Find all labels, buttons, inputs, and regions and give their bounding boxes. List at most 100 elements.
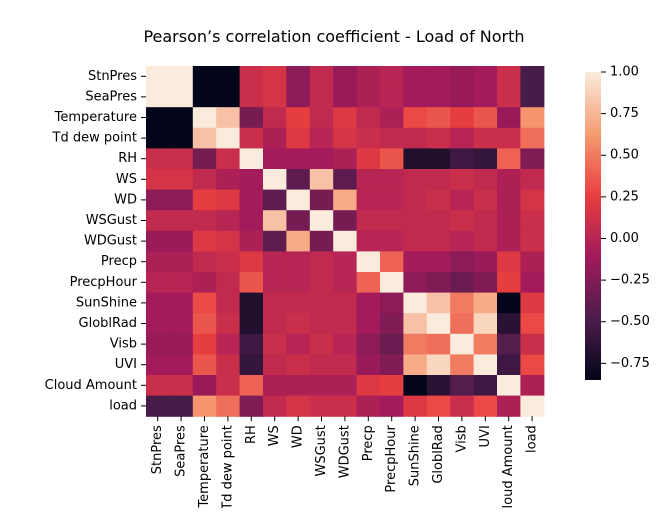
heatmap-cell: [239, 395, 264, 417]
heatmap-cell: [286, 107, 311, 129]
x-tick-label: StnPres: [150, 425, 165, 474]
heatmap-cell: [520, 127, 545, 149]
heatmap-cell: [169, 189, 194, 211]
heatmap-cell: [286, 272, 311, 294]
heatmap-cell: [473, 127, 498, 149]
heatmap-cell: [146, 189, 170, 211]
x-tick-label: Cloud Amount: [501, 425, 516, 508]
heatmap-cell: [286, 230, 311, 252]
heatmap-cell: [286, 395, 311, 417]
heatmap-cell: [216, 272, 241, 294]
heatmap-cell: [216, 189, 241, 211]
heatmap-cell: [473, 333, 498, 355]
heatmap-cell: [380, 333, 404, 355]
heatmap-cell: [356, 251, 381, 273]
heatmap-cell: [497, 230, 521, 252]
heatmap-cell: [497, 127, 521, 149]
heatmap-cell: [216, 230, 241, 252]
heatmap-cell: [520, 107, 545, 129]
heatmap-cell: [426, 375, 451, 397]
heatmap-cell: [239, 375, 264, 397]
y-tick-label: UVI: [115, 357, 137, 372]
heatmap-cell: [426, 107, 451, 129]
heatmap-cell: [146, 127, 170, 149]
heatmap-cell: [146, 333, 170, 355]
heatmap-cell: [309, 169, 334, 191]
heatmap-cell: [450, 313, 475, 335]
heatmap-cell: [380, 169, 404, 191]
colorbar-tick-label: −0.50: [610, 314, 650, 329]
heatmap-cell: [263, 251, 287, 273]
heatmap-cell: [192, 148, 217, 170]
heatmap-cell: [263, 210, 287, 232]
heatmap-cell: [520, 66, 545, 88]
heatmap-cell: [239, 251, 264, 273]
heatmap-cell: [450, 292, 475, 314]
heatmap-cell: [263, 395, 287, 417]
heatmap-cell: [216, 375, 241, 397]
heatmap-cell: [497, 210, 521, 232]
heatmap-cell: [520, 375, 545, 397]
heatmap-cell: [356, 169, 381, 191]
y-tick-label: Td dew point: [52, 131, 138, 146]
heatmap-cell: [333, 292, 358, 314]
heatmap-cell: [403, 313, 428, 335]
heatmap-cell: [450, 333, 475, 355]
heatmap-cell: [426, 272, 451, 294]
y-tick-label: Cloud Amount: [45, 378, 137, 393]
heatmap-cell: [520, 86, 545, 108]
heatmap-cell: [356, 313, 381, 335]
heatmap-cell: [403, 354, 428, 376]
heatmap-cell: [356, 210, 381, 232]
heatmap-cell: [146, 148, 170, 170]
heatmap-cell: [356, 375, 381, 397]
heatmap-cell: [333, 251, 358, 273]
heatmap-cell: [192, 251, 217, 273]
heatmap-cell: [450, 127, 475, 149]
y-tick-label: PrecpHour: [70, 275, 138, 290]
heatmap-cell: [497, 107, 521, 129]
heatmap-cell: [309, 292, 334, 314]
heatmap-cell: [216, 354, 241, 376]
heatmap-cell: [169, 107, 194, 129]
heatmap-cell: [380, 354, 404, 376]
heatmap-cell: [216, 292, 241, 314]
heatmap-cell: [497, 251, 521, 273]
heatmap-cell: [146, 395, 170, 417]
heatmap-cell: [169, 210, 194, 232]
colorbar-tick-label: −0.25: [610, 273, 650, 288]
heatmap-cell: [169, 313, 194, 335]
heatmap-cell: [450, 272, 475, 294]
y-tick-label: SunShine: [76, 295, 137, 310]
heatmap-cell: [192, 333, 217, 355]
x-tick-label: PrecpHour: [384, 425, 399, 493]
x-tick-label: Temperature: [197, 425, 212, 508]
heatmap-cell: [286, 127, 311, 149]
heatmap-cell: [333, 86, 358, 108]
heatmap-cell: [403, 66, 428, 88]
heatmap-cell: [239, 127, 264, 149]
heatmap-cell: [426, 127, 451, 149]
heatmap-cell: [169, 127, 194, 149]
heatmap-cell: [380, 230, 404, 252]
y-tick-label: WD: [114, 192, 137, 207]
heatmap-cell: [309, 251, 334, 273]
heatmap-cell: [333, 395, 358, 417]
heatmap-cell: [333, 107, 358, 129]
heatmap-cell: [450, 189, 475, 211]
heatmap-cell: [473, 169, 498, 191]
y-tick-label: RH: [118, 151, 137, 166]
x-tick-label: WD: [291, 425, 306, 448]
heatmap-cell: [263, 189, 287, 211]
heatmap-cell: [169, 375, 194, 397]
heatmap-cell: [192, 354, 217, 376]
heatmap-cell: [263, 107, 287, 129]
heatmap-cell: [169, 395, 194, 417]
y-tick-label: StnPres: [88, 69, 137, 84]
heatmap-cell: [520, 272, 545, 294]
heatmap-cell: [333, 127, 358, 149]
heatmap-cell: [450, 148, 475, 170]
heatmap-cell: [497, 354, 521, 376]
heatmap-cell: [380, 189, 404, 211]
heatmap-cell: [473, 251, 498, 273]
